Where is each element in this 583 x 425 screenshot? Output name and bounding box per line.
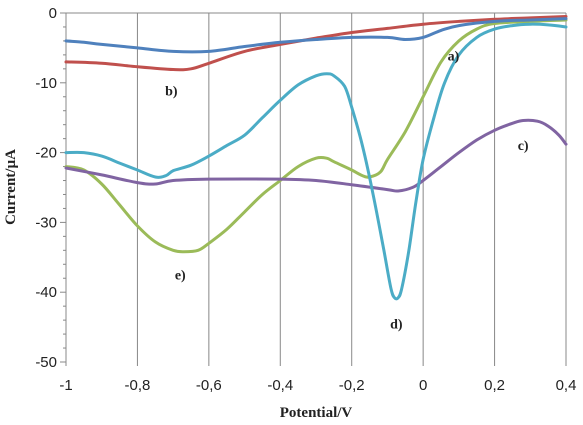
x-tick-label: 0,2	[484, 377, 505, 394]
curve-label-b: b)	[165, 84, 178, 99]
y-tick-label: -50	[35, 354, 57, 371]
x-tick-label: 0,4	[556, 377, 577, 394]
y-tick-label: -40	[35, 284, 57, 301]
curve-labels: a) b) c) d) e)	[165, 49, 529, 332]
x-tick-label: -0,2	[339, 377, 365, 394]
x-tick-label: -0,4	[267, 377, 293, 394]
y-tick-label: -10	[35, 75, 57, 92]
y-tick-label: 0	[49, 5, 57, 22]
y-axis-label: Current/µA	[3, 149, 19, 225]
y-tick-label: -30	[35, 214, 57, 231]
series-lines	[64, 15, 568, 301]
series-line-c	[64, 118, 568, 193]
x-tick-label: 0	[419, 377, 427, 394]
curve-label-d: d)	[390, 317, 403, 332]
x-tick-label: -1	[59, 377, 72, 394]
curve-label-e: e)	[175, 269, 186, 284]
series-line-a	[64, 18, 568, 254]
curve-label-c: c)	[518, 139, 529, 154]
y-tick-label: -20	[35, 145, 57, 162]
curve-label-a: a)	[448, 49, 460, 64]
x-axis-label: Potential/V	[280, 405, 353, 421]
series-line-e	[64, 17, 568, 54]
series-line-d	[64, 22, 568, 301]
axes: 0 -10 -20 -30 -40 -50-1 -0,8 -0,6 -0,4 -0,2 0 0,2 0,…	[35, 5, 576, 394]
x-tick-label: -0,8	[124, 377, 150, 394]
x-tick-label: -0,6	[196, 377, 222, 394]
